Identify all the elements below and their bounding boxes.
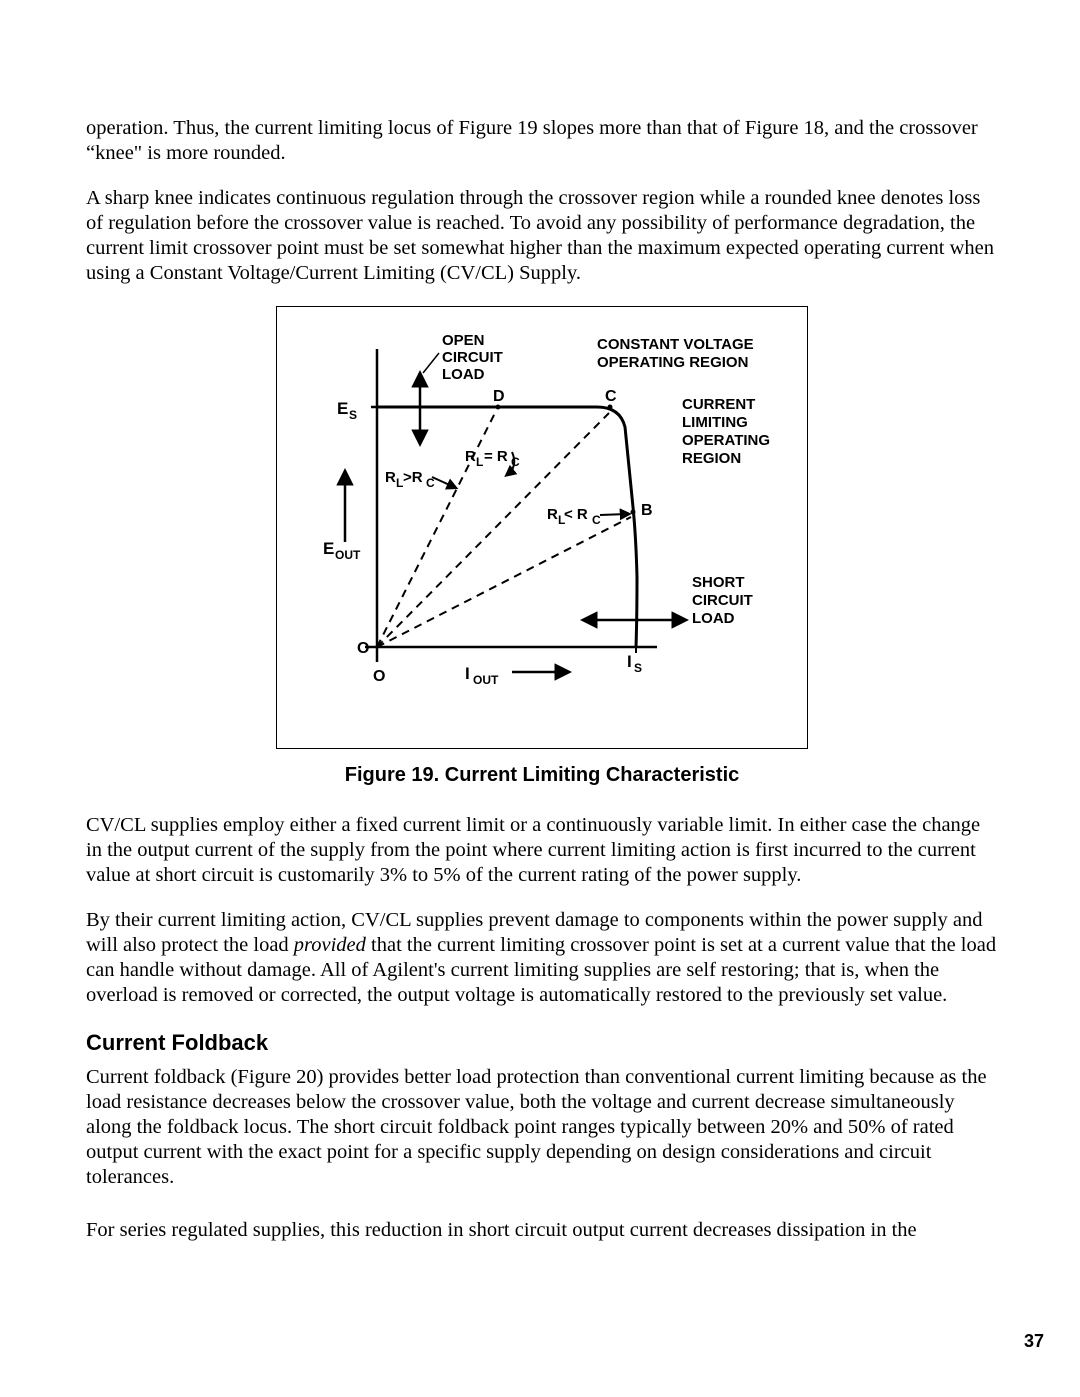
figure-19-caption: Figure 19. Current Limiting Characterist… xyxy=(86,763,998,787)
svg-text:>R: >R xyxy=(403,469,423,486)
paragraph-6: For series regulated supplies, this redu… xyxy=(86,1218,998,1243)
svg-text:OPERATING: OPERATING xyxy=(682,432,770,449)
svg-text:OPERATING REGION: OPERATING REGION xyxy=(597,354,748,371)
heading-current-foldback: Current Foldback xyxy=(86,1030,998,1057)
svg-text:L: L xyxy=(476,455,483,469)
svg-text:CIRCUIT: CIRCUIT xyxy=(692,592,753,609)
paragraph-4: By their current limiting action, CV/CL … xyxy=(86,908,998,1008)
svg-text:LOAD: LOAD xyxy=(442,366,485,383)
svg-text:E: E xyxy=(323,539,334,558)
page: operation. Thus, the current limiting lo… xyxy=(0,0,1080,1397)
svg-text:R: R xyxy=(547,506,558,523)
svg-text:I: I xyxy=(465,664,470,683)
svg-text:O: O xyxy=(357,640,369,657)
svg-text:< R: < R xyxy=(564,506,588,523)
svg-text:CURRENT: CURRENT xyxy=(682,396,755,413)
svg-text:E: E xyxy=(337,399,348,418)
paragraph-5: Current foldback (Figure 20) provides be… xyxy=(86,1065,998,1190)
svg-text:OUT: OUT xyxy=(473,673,499,687)
svg-text:CIRCUIT: CIRCUIT xyxy=(442,349,503,366)
svg-text:LIMITING: LIMITING xyxy=(682,414,748,431)
figure-19-diagram: OPEN CIRCUIT LOAD CONSTANT VOLTAGE OPERA… xyxy=(287,317,797,737)
svg-text:OPEN: OPEN xyxy=(442,332,485,349)
paragraph-1: operation. Thus, the current limiting lo… xyxy=(86,116,998,166)
svg-text:S: S xyxy=(634,661,642,675)
svg-text:O: O xyxy=(373,668,385,685)
svg-text:R: R xyxy=(385,469,396,486)
paragraph-2: A sharp knee indicates continuous regula… xyxy=(86,186,998,286)
svg-text:I: I xyxy=(627,652,632,671)
svg-text:LOAD: LOAD xyxy=(692,610,735,627)
figure-19-frame: OPEN CIRCUIT LOAD CONSTANT VOLTAGE OPERA… xyxy=(276,306,808,749)
svg-text:= R: = R xyxy=(484,448,508,465)
svg-text:REGION: REGION xyxy=(682,450,741,467)
svg-text:C: C xyxy=(605,388,617,405)
svg-text:C: C xyxy=(511,455,520,469)
page-number: 37 xyxy=(1024,1331,1044,1353)
svg-text:D: D xyxy=(493,388,505,405)
svg-text:CONSTANT VOLTAGE: CONSTANT VOLTAGE xyxy=(597,336,754,353)
svg-text:C: C xyxy=(426,476,435,490)
svg-text:OUT: OUT xyxy=(335,548,361,562)
svg-text:SHORT: SHORT xyxy=(692,574,745,591)
svg-text:B: B xyxy=(641,502,653,519)
paragraph-3: CV/CL supplies employ either a fixed cur… xyxy=(86,813,998,888)
svg-text:S: S xyxy=(349,408,357,422)
svg-text:R: R xyxy=(465,448,476,465)
svg-text:C: C xyxy=(592,513,601,527)
paragraph-4-em: provided xyxy=(294,934,366,956)
figure-19: OPEN CIRCUIT LOAD CONSTANT VOLTAGE OPERA… xyxy=(86,306,998,787)
